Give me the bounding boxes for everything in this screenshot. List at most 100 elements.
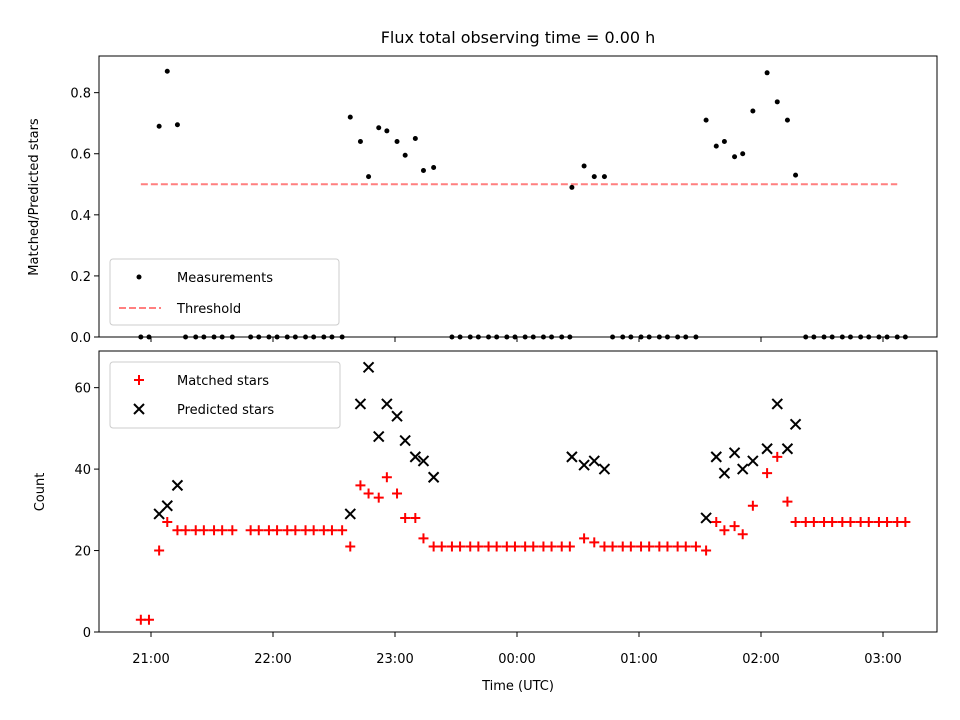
matched-star-point — [345, 541, 356, 552]
matched-star-point — [662, 541, 673, 552]
top-axes-frame — [98, 55, 938, 338]
matched-star-point — [808, 517, 819, 528]
y-tick-label: 0.8 — [70, 87, 91, 102]
matched-star-point — [381, 472, 392, 483]
predicted-star-point — [362, 361, 375, 373]
matched-star-point — [326, 525, 337, 536]
predicted-stars-layer — [153, 361, 802, 524]
legend-matched-marker — [134, 375, 144, 385]
measurement-point — [357, 139, 363, 145]
matched-star-point — [509, 541, 520, 552]
matched-star-point — [900, 517, 911, 528]
matched-stars-layer — [135, 451, 911, 625]
bottom-y-ticks: 0 20 40 60 — [74, 382, 99, 641]
predicted-star-point — [781, 443, 794, 455]
matched-star-point — [625, 541, 636, 552]
bottom-x-ticks: 21:00 22:00 23:00 00:00 01:00 02:00 03:00 — [132, 632, 902, 667]
matched-star-point — [729, 521, 740, 532]
predicted-star-point — [427, 471, 440, 483]
measurement-point — [412, 135, 418, 141]
matched-star-point — [564, 541, 575, 552]
x-tick-label: 21:00 — [132, 652, 169, 667]
matched-star-point — [473, 541, 484, 552]
measurement-point — [591, 174, 597, 180]
bottom-legend: Matched stars Predicted stars — [109, 361, 341, 429]
matched-star-point — [272, 525, 283, 536]
bottom-legend-box — [109, 361, 341, 429]
predicted-star-point — [736, 463, 749, 475]
matched-star-point — [455, 541, 466, 552]
measurement-point — [347, 114, 353, 120]
y-tick-label: 0.4 — [70, 209, 91, 224]
measurement-point — [394, 139, 400, 145]
bottom-panel: 0 20 40 60 21:00 22:00 23:00 00:00 01:00 02:00 03… — [33, 350, 938, 694]
bottom-axes-frame — [98, 350, 938, 633]
predicted-star-point — [578, 459, 590, 471]
matched-star-point — [711, 517, 722, 528]
measurement-point — [732, 154, 738, 160]
matched-star-point — [355, 480, 366, 491]
legend-matched-label: Matched stars — [177, 374, 269, 389]
matched-star-point — [719, 525, 730, 536]
matched-star-point — [790, 517, 801, 528]
predicted-star-point — [566, 451, 578, 463]
matched-star-point — [308, 525, 319, 536]
measurement-point — [774, 99, 780, 105]
y-tick-label: 0.0 — [70, 331, 91, 346]
bottom-y-axis-label: Count — [33, 473, 48, 512]
matched-star-point — [845, 517, 856, 528]
x-tick-label: 02:00 — [742, 652, 779, 667]
legend-measurements-marker — [136, 274, 142, 280]
y-tick-label: 20 — [74, 545, 91, 560]
x-tick-label: 01:00 — [620, 652, 657, 667]
x-tick-label: 00:00 — [498, 652, 535, 667]
predicted-star-point — [344, 508, 356, 520]
legend-predicted-label: Predicted stars — [177, 403, 274, 418]
predicted-star-point — [373, 430, 385, 443]
matched-star-point — [644, 541, 655, 552]
y-tick-label: 0.2 — [70, 270, 91, 285]
measurement-point — [713, 143, 719, 149]
matched-star-point — [680, 541, 691, 552]
matched-star-point — [143, 614, 154, 625]
matched-star-point — [701, 545, 712, 556]
matched-star-point — [162, 517, 173, 528]
measurement-point — [750, 108, 756, 114]
matched-star-point — [337, 525, 348, 536]
x-axis-label: Time (UTC) — [481, 679, 554, 694]
matched-star-point — [373, 492, 384, 503]
matched-star-point — [690, 541, 701, 552]
x-tick-label: 23:00 — [376, 652, 413, 667]
matched-star-point — [747, 500, 758, 511]
predicted-star-point — [417, 455, 430, 467]
x-tick-label: 03:00 — [864, 652, 901, 667]
top-y-ticks: 0.0 0.2 0.4 0.6 0.8 — [70, 87, 99, 346]
predicted-star-point — [354, 398, 367, 410]
matched-star-point — [400, 512, 411, 523]
matched-star-point — [863, 517, 874, 528]
predicted-star-point — [771, 398, 783, 410]
measurement-point — [384, 128, 390, 134]
predicted-star-point — [588, 455, 600, 467]
legend-threshold-label: Threshold — [176, 302, 241, 317]
measurement-point — [366, 174, 372, 180]
measurement-point — [721, 139, 727, 145]
measurement-point — [764, 70, 770, 76]
predicted-star-point — [718, 467, 731, 479]
matched-star-point — [772, 451, 783, 462]
measurement-point — [569, 184, 575, 190]
measurement-point — [164, 68, 170, 74]
matched-star-point — [762, 468, 773, 479]
top-legend-box — [109, 258, 340, 326]
top-panel: 0.00.20.40.60.8 Matched/Predicted stars … — [27, 55, 938, 346]
matched-star-point — [737, 529, 748, 540]
predicted-star-point — [700, 512, 712, 524]
matched-star-point — [579, 533, 590, 544]
chart-title: Flux total observing time = 0.00 h — [381, 28, 656, 47]
measurement-point — [402, 152, 408, 158]
matched-star-point — [227, 525, 238, 536]
measurement-point — [581, 163, 587, 169]
top-x-ticks — [150, 337, 884, 342]
measurement-point — [156, 123, 162, 129]
